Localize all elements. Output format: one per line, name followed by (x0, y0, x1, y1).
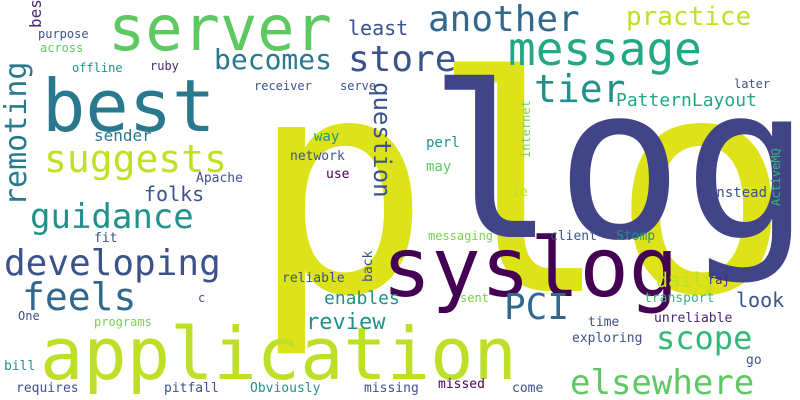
word-suggests: suggests (44, 137, 228, 181)
word-raj: raj (708, 273, 730, 287)
word-plog: plog (250, 13, 800, 362)
word-elsewhere: elsewhere (570, 363, 755, 400)
word-application: application (40, 312, 517, 396)
word-guidance: guidance (30, 197, 194, 237)
word-log: log (428, 40, 800, 287)
word-question: question (368, 82, 396, 198)
word-programs: programs (94, 315, 152, 329)
word-feels: feels (22, 275, 137, 319)
word-one: One (18, 309, 40, 323)
word-developing: developing (4, 243, 221, 284)
word-least: least (348, 16, 409, 40)
word-daily: daily (656, 268, 717, 292)
word-may: may (426, 159, 452, 175)
word-activemq: ActiveMQ (769, 148, 783, 206)
word-later: later (734, 77, 771, 91)
word-back: back (361, 250, 376, 282)
word-tier: tier (534, 67, 626, 111)
word-missed: missed (438, 377, 485, 392)
word-remoting: remoting (0, 61, 34, 207)
word-client: client (550, 229, 597, 244)
word-serve: serve (340, 79, 377, 93)
word-come: come (512, 381, 544, 396)
word-stomp: Stomp (616, 229, 656, 244)
word-look: look (736, 288, 785, 312)
word-becomes: becomes (214, 43, 333, 76)
word-folks: folks (144, 182, 205, 206)
word-syslog: syslog (382, 221, 679, 316)
word-go: go (746, 353, 762, 368)
word-scope: scope (656, 319, 753, 357)
word-requires: requires (16, 381, 79, 396)
word-obviously: Obviously (250, 381, 321, 396)
word-network: network (290, 149, 345, 164)
word-bill: bill (4, 359, 36, 374)
word-c: c (198, 291, 206, 305)
word-review: review (306, 310, 386, 335)
word-server: server (108, 0, 332, 65)
word-across: across (40, 41, 84, 55)
word-internet: internet (519, 100, 533, 158)
word-ie: ie (512, 185, 528, 200)
word-perl: perl (426, 135, 460, 151)
word-pitfall: pitfall (164, 381, 219, 396)
word-way: way (314, 129, 340, 145)
word-pci: PCI (504, 287, 570, 328)
word-message: message (508, 22, 702, 76)
word-enables: enables (324, 288, 400, 309)
word-offline: offline (72, 61, 123, 75)
word-purpose: purpose (38, 27, 89, 41)
word-unreliable: unreliable (654, 311, 733, 326)
word-sent: sent (460, 291, 489, 305)
word-patternlayout: PatternLayout (616, 90, 757, 111)
word-apache: Apache (196, 171, 243, 186)
word-store: store (348, 39, 457, 80)
word-best-small: best (26, 0, 45, 28)
word-exploring: exploring (572, 331, 643, 346)
word-another: another (428, 0, 580, 40)
word-sender: sender (94, 126, 152, 145)
word-transport: transport (644, 291, 715, 306)
word-best: best (42, 64, 216, 148)
word-use: use (326, 167, 350, 182)
word-fit: fit (94, 231, 118, 246)
word-missing: missing (364, 381, 419, 396)
word-reliable: reliable (282, 271, 345, 286)
word-time: time (588, 315, 620, 330)
word-instead: instead (708, 185, 768, 201)
word-receiver: receiver (254, 79, 312, 93)
word-ruby: ruby (150, 59, 179, 73)
word-messaging: messaging (428, 229, 494, 243)
word-practice: practice (626, 2, 752, 32)
